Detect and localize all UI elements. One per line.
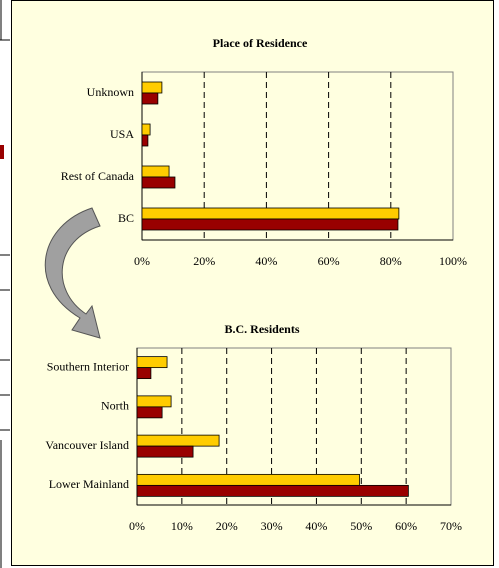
bar — [136, 356, 168, 369]
bar — [136, 445, 194, 458]
chart-title: B.C. Residents — [224, 322, 299, 336]
y-tick-label: Rest of Canada — [61, 169, 135, 183]
bar — [136, 395, 172, 408]
bar — [141, 134, 149, 147]
y-tick-label: North — [101, 399, 129, 413]
y-tick-label: BC — [118, 211, 134, 225]
bar — [141, 92, 159, 105]
x-tick-label: 70% — [440, 519, 462, 533]
x-tick-label: 40% — [255, 254, 277, 268]
bar — [136, 473, 360, 486]
y-tick-label: Southern Interior — [47, 359, 129, 373]
bar — [136, 367, 152, 380]
x-tick-label: 80% — [380, 254, 402, 268]
x-tick-label: 20% — [193, 254, 215, 268]
bar — [136, 406, 163, 419]
x-tick-label: 60% — [318, 254, 340, 268]
x-tick-label: 20% — [216, 519, 238, 533]
chart-title: Place of Residence — [213, 36, 308, 50]
bar — [141, 81, 163, 94]
bar — [141, 176, 176, 189]
bar — [136, 484, 409, 497]
bar — [141, 123, 151, 136]
x-tick-label: 10% — [171, 519, 193, 533]
bar — [141, 207, 400, 220]
x-tick-label: 0% — [134, 254, 150, 268]
x-tick-label: 50% — [350, 519, 372, 533]
x-tick-label: 100% — [439, 254, 467, 268]
left-fragments — [0, 0, 10, 568]
bar — [141, 218, 399, 231]
x-tick-label: 0% — [129, 519, 145, 533]
y-tick-label: Unknown — [87, 85, 134, 99]
y-tick-label: Lower Mainland — [49, 477, 129, 491]
chart-frame — [11, 0, 494, 566]
bar — [141, 165, 170, 178]
x-tick-label: 60% — [395, 519, 417, 533]
x-tick-label: 30% — [261, 519, 283, 533]
flow-arrow — [44, 207, 101, 339]
bar — [136, 434, 220, 447]
y-tick-label: Vancouver Island — [45, 438, 129, 452]
x-tick-label: 40% — [305, 519, 327, 533]
y-tick-label: USA — [110, 127, 134, 141]
fragment-mark — [0, 145, 4, 159]
